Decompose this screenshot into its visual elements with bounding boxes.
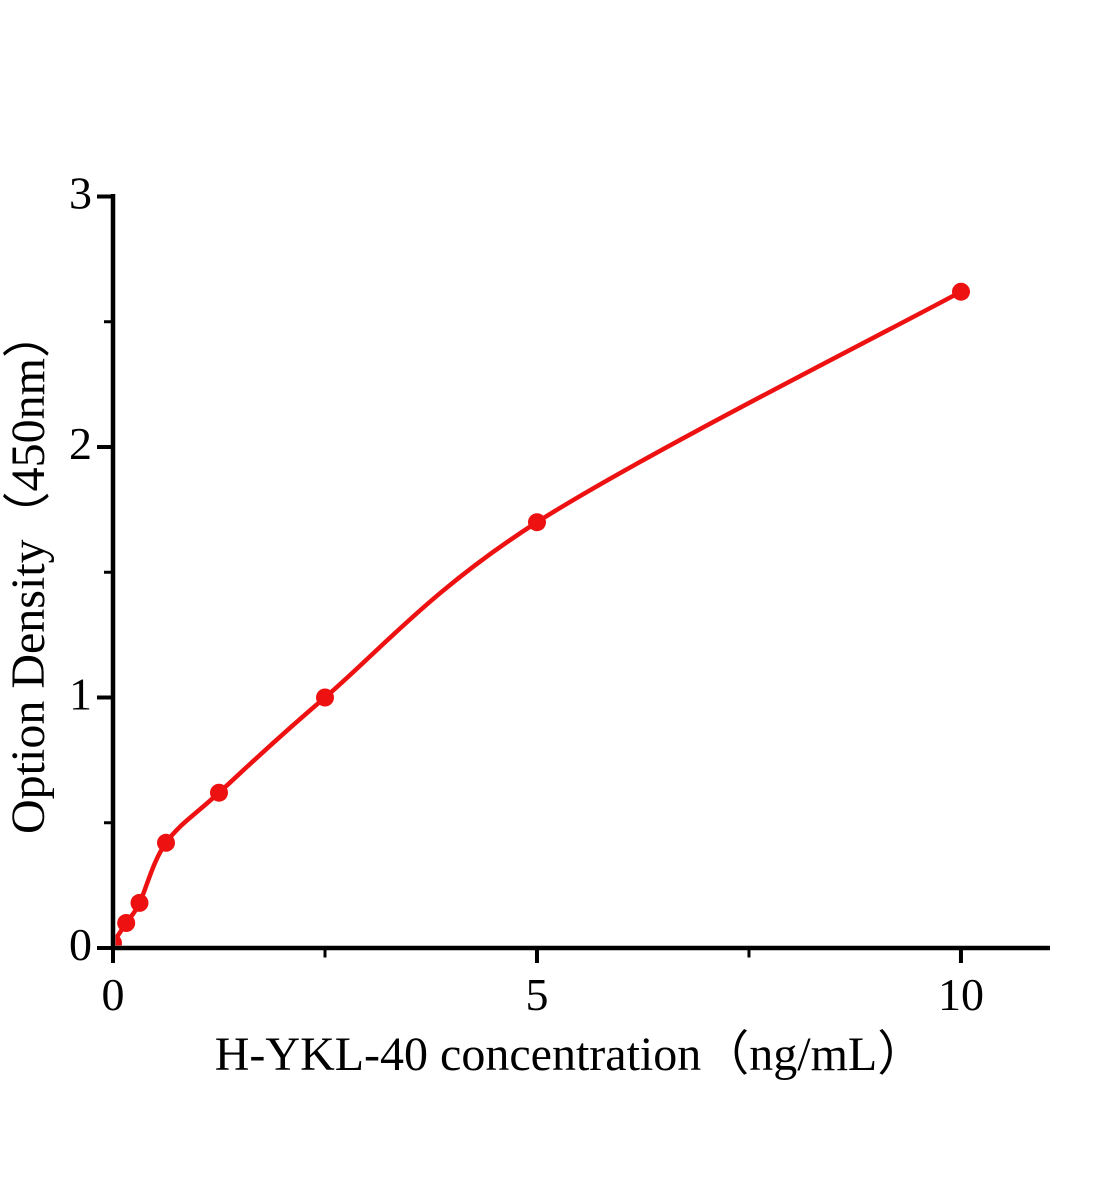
data-point-marker — [117, 914, 136, 932]
data-point-marker — [528, 513, 546, 532]
x-tick-label: 10 — [938, 969, 984, 1020]
y-tick-label: 1 — [69, 669, 92, 720]
data-point-marker — [210, 783, 228, 802]
data-point-marker — [115, 934, 122, 946]
y-tick-label: 3 — [69, 168, 92, 219]
tick-labels: 0 1 2 3 0 5 10 — [69, 168, 984, 1021]
data-series — [115, 282, 970, 946]
data-point-marker — [130, 893, 149, 912]
x-axis-title: H-YKL-40 concentration（ng/mL） — [215, 1028, 926, 1081]
y-tick-label: 0 — [69, 919, 92, 970]
y-tick-label: 2 — [69, 418, 92, 469]
x-tick-label: 5 — [525, 969, 548, 1020]
data-point-marker — [952, 282, 970, 301]
axes — [97, 194, 1050, 963]
fit-curve — [115, 289, 964, 944]
y-axis-title: Option Density（450nm） — [2, 310, 55, 834]
x-tick-label: 0 — [102, 969, 125, 1020]
data-point-marker — [157, 833, 175, 852]
data-point-marker — [316, 688, 334, 707]
